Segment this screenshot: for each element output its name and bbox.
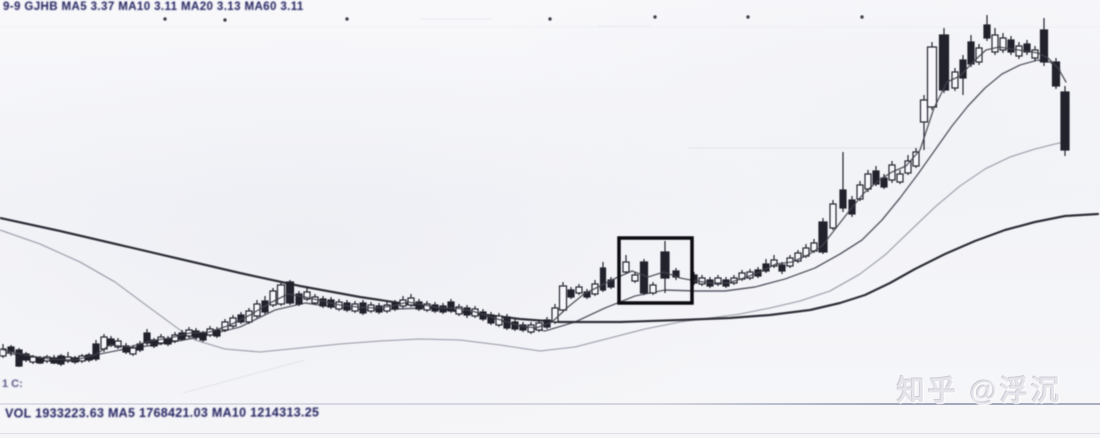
candle-body	[880, 177, 888, 188]
candle-body	[770, 259, 778, 267]
candle-body	[896, 173, 904, 183]
candle-body	[551, 307, 559, 323]
candle-body	[778, 264, 786, 272]
candle-body	[519, 324, 527, 331]
candle-body	[383, 304, 391, 312]
candle-body	[487, 314, 495, 324]
ma-line-light	[0, 140, 1069, 353]
candle-body	[269, 290, 277, 306]
candle-body	[1060, 91, 1070, 151]
candle-body	[22, 353, 30, 361]
candle-body	[649, 284, 657, 294]
tick-dot	[345, 17, 349, 21]
candle-body	[29, 356, 37, 363]
candle-body	[375, 305, 383, 313]
candle-body	[114, 340, 122, 348]
candle-body	[36, 357, 44, 364]
zhihu-watermark: 知乎 @浮沉	[897, 375, 1063, 406]
candle-body	[1023, 43, 1031, 53]
candle-body	[872, 170, 880, 185]
candle-body	[527, 324, 535, 333]
candle-body	[575, 286, 583, 294]
candle-body	[631, 274, 639, 282]
candle-body	[714, 277, 722, 285]
candle-body	[447, 301, 455, 312]
candle-body	[1031, 49, 1039, 59]
candle-body	[276, 284, 286, 305]
tick-dot	[223, 18, 227, 22]
volume-indicator-line: VOL 1933223.63 MA5 1768421.03 MA10 12143…	[4, 405, 320, 421]
candle-body	[967, 41, 975, 65]
tick-dot	[163, 17, 167, 21]
candle-body	[407, 297, 415, 306]
candle-body	[415, 301, 423, 310]
candle-body	[919, 99, 929, 123]
candle-body	[622, 261, 630, 273]
candle-body	[143, 332, 151, 344]
candle-body	[319, 298, 327, 307]
ma-line-short	[0, 46, 1067, 361]
candle-body	[938, 34, 950, 91]
candle-body	[455, 306, 463, 315]
candle-body	[439, 305, 447, 313]
faint-gridline	[182, 359, 306, 394]
tick-dot	[860, 15, 864, 19]
candle-body	[999, 37, 1007, 51]
candle-body	[818, 221, 828, 253]
candle-body	[839, 189, 847, 209]
candle-body	[599, 267, 607, 291]
photo-bottom-edge	[0, 433, 1100, 434]
axis-label-fragment: 1 C:	[2, 378, 23, 390]
candle-body	[164, 338, 172, 345]
candle-body	[199, 332, 207, 341]
ma-indicator-line: 9-9 GJHB MA5 3.37 MA10 3.11 MA20 3.13 MA…	[2, 1, 304, 13]
candle-body	[856, 184, 864, 200]
candle-body	[15, 349, 23, 367]
candle-body	[794, 252, 802, 262]
candle-body	[463, 307, 471, 316]
candle-body	[639, 261, 649, 294]
candle-body	[912, 151, 920, 167]
candle-body	[253, 303, 261, 317]
candle-body	[983, 24, 991, 39]
candle-body	[192, 330, 200, 338]
tick-dot	[653, 15, 657, 19]
candle-body	[0, 348, 7, 357]
candle-body	[107, 338, 115, 346]
candle-body	[951, 71, 959, 89]
candle-body	[285, 281, 295, 304]
candle-body	[129, 347, 137, 355]
candle-body	[991, 34, 999, 53]
candle-body	[1039, 29, 1049, 63]
tick-dot	[746, 15, 750, 19]
candle-body	[50, 357, 58, 364]
pane-separator-line	[0, 403, 1100, 405]
annotation-box	[617, 236, 694, 305]
candle-body	[926, 46, 938, 108]
ma-line-mid	[0, 59, 1061, 359]
candle-body	[1007, 39, 1015, 53]
ma-line-long	[0, 212, 1100, 324]
tick-dot	[548, 17, 552, 21]
candle-body	[829, 203, 837, 229]
candle-body	[92, 343, 100, 360]
candle-body	[303, 291, 311, 300]
candle-body	[1051, 61, 1061, 87]
candle-body	[975, 47, 983, 63]
candle-body	[295, 293, 303, 305]
candle-body	[864, 173, 872, 190]
candle-body	[660, 251, 670, 279]
candle-body	[567, 289, 575, 298]
candle-body	[558, 285, 568, 311]
candle-body	[423, 303, 431, 311]
